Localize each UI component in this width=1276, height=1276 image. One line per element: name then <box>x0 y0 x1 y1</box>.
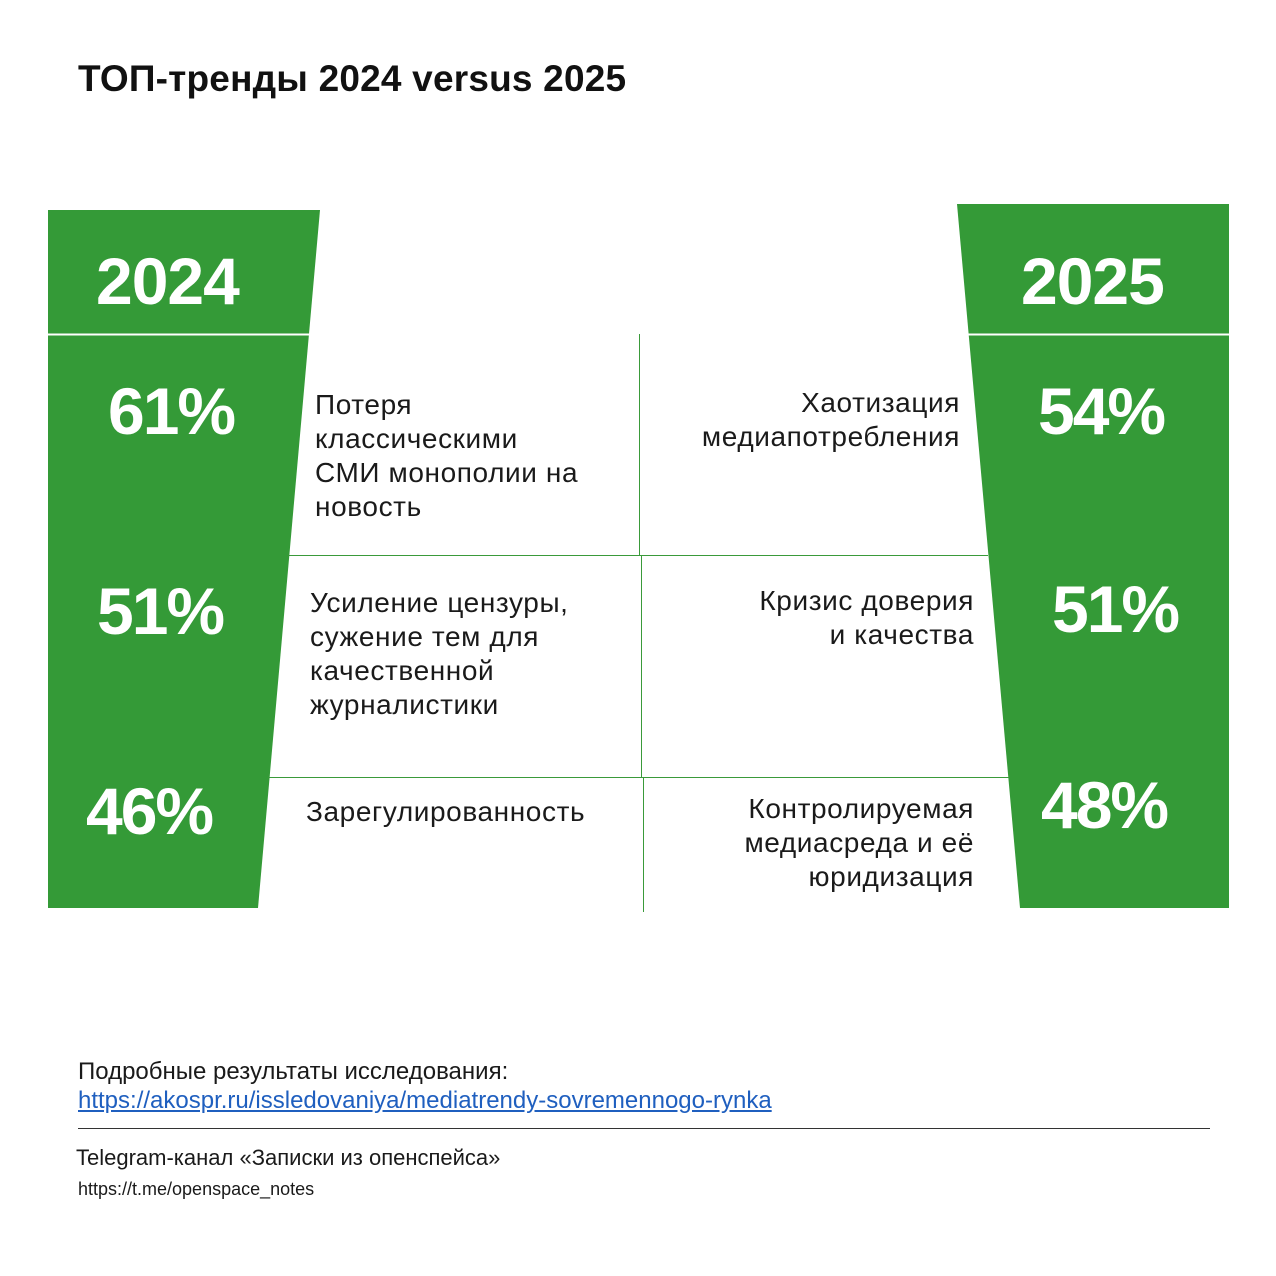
right-trend-1: Хаотизация медиапотребления <box>701 387 960 452</box>
left-bar-2024 <box>48 210 320 908</box>
left-percent-2: 51% <box>97 574 225 648</box>
center-divider-top <box>639 334 640 556</box>
telegram-link[interactable]: https://t.me/openspace_notes <box>78 1179 315 1199</box>
footer-divider <box>78 1128 1210 1129</box>
right-trend-2: Кризис доверия и качества <box>759 585 974 650</box>
center-divider-bottom <box>643 778 644 912</box>
left-year-label: 2024 <box>96 244 240 318</box>
right-year-label: 2025 <box>1021 244 1165 318</box>
right-percent-2: 51% <box>1052 572 1180 646</box>
results-link[interactable]: https://akospr.ru/issledovaniya/mediatre… <box>78 1087 772 1114</box>
left-trend-2: Усиление цензуры, сужение тем для качест… <box>310 587 569 720</box>
left-percent-3: 46% <box>86 774 214 848</box>
left-trend-1: Потеря классическими СМИ монополии на но… <box>315 389 579 522</box>
results-label: Подробные результаты исследования: <box>78 1058 509 1085</box>
row-divider-1 <box>288 555 988 556</box>
left-trend-3: Зарегулированность <box>306 796 586 827</box>
center-divider-middle <box>641 556 642 778</box>
page-title: ТОП-тренды 2024 versus 2025 <box>78 58 627 99</box>
row-divider-2 <box>268 777 1009 778</box>
right-trend-3: Контролируемая медиасреда и её юридизаци… <box>744 793 974 892</box>
right-percent-3: 48% <box>1041 768 1169 842</box>
telegram-label: Telegram-канал «Записки из опенспейса» <box>76 1145 501 1170</box>
right-bar-2025 <box>957 204 1229 908</box>
left-percent-1: 61% <box>108 374 236 448</box>
right-percent-1: 54% <box>1038 374 1166 448</box>
